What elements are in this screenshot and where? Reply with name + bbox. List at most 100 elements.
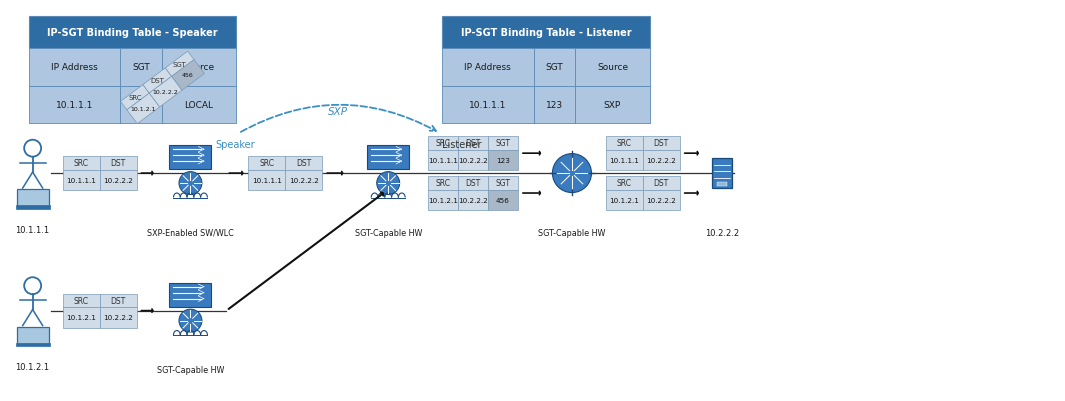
Text: SGT: SGT: [173, 62, 186, 67]
FancyBboxPatch shape: [488, 137, 518, 150]
Text: SGT: SGT: [132, 63, 150, 72]
FancyBboxPatch shape: [534, 86, 575, 124]
Text: Listener: Listener: [442, 140, 481, 150]
Text: 10.2.2.2: 10.2.2.2: [646, 158, 676, 164]
FancyBboxPatch shape: [606, 190, 643, 211]
FancyBboxPatch shape: [428, 150, 458, 171]
Text: DST: DST: [465, 139, 480, 148]
FancyBboxPatch shape: [458, 137, 488, 150]
FancyBboxPatch shape: [458, 150, 488, 171]
FancyBboxPatch shape: [17, 190, 49, 207]
FancyBboxPatch shape: [29, 86, 120, 124]
Text: SRC: SRC: [73, 296, 88, 305]
FancyBboxPatch shape: [442, 16, 650, 49]
Text: SXP-Enabled SW/WLC: SXP-Enabled SW/WLC: [147, 228, 234, 237]
Text: DST: DST: [296, 159, 311, 168]
FancyBboxPatch shape: [534, 49, 575, 86]
Circle shape: [377, 172, 399, 195]
Text: 10.2.2.2: 10.2.2.2: [103, 177, 133, 183]
FancyBboxPatch shape: [99, 170, 136, 190]
Text: 10.2.2.2: 10.2.2.2: [646, 197, 676, 203]
FancyBboxPatch shape: [63, 157, 99, 170]
FancyBboxPatch shape: [162, 49, 236, 86]
Text: 123: 123: [496, 158, 510, 164]
Text: 10.1.2.1: 10.1.2.1: [66, 315, 96, 320]
FancyBboxPatch shape: [248, 170, 285, 190]
Text: SXP: SXP: [328, 107, 348, 117]
FancyBboxPatch shape: [643, 177, 679, 190]
FancyBboxPatch shape: [29, 16, 236, 49]
FancyBboxPatch shape: [127, 94, 160, 124]
Text: SRC: SRC: [617, 139, 632, 148]
FancyBboxPatch shape: [458, 177, 488, 190]
Text: 10.1.1.1: 10.1.1.1: [55, 101, 93, 109]
Text: DST: DST: [111, 159, 126, 168]
Text: 10.1.1.1: 10.1.1.1: [609, 158, 639, 164]
FancyBboxPatch shape: [488, 190, 518, 211]
Text: 10.1.1.1: 10.1.1.1: [16, 225, 50, 234]
Text: 10.2.2.2: 10.2.2.2: [289, 177, 318, 183]
Text: 10.1.2.1: 10.1.2.1: [131, 107, 157, 111]
Text: 123: 123: [545, 101, 563, 109]
Text: DST: DST: [150, 78, 164, 84]
Text: 456: 456: [496, 197, 510, 203]
FancyBboxPatch shape: [149, 77, 182, 107]
FancyBboxPatch shape: [488, 177, 518, 190]
Text: DST: DST: [654, 179, 669, 188]
Text: 10.2.2.2: 10.2.2.2: [458, 158, 488, 164]
FancyBboxPatch shape: [643, 190, 679, 211]
Text: SGT-Capable HW: SGT-Capable HW: [157, 366, 224, 375]
Text: SRC: SRC: [436, 179, 450, 188]
FancyBboxPatch shape: [165, 52, 194, 77]
Text: SGT-Capable HW: SGT-Capable HW: [355, 228, 422, 237]
Text: 10.1.2.1: 10.1.2.1: [609, 197, 639, 203]
Text: 10.1.1.1: 10.1.1.1: [66, 177, 96, 183]
FancyBboxPatch shape: [120, 85, 149, 111]
Text: LOCAL: LOCAL: [184, 101, 213, 109]
FancyBboxPatch shape: [248, 157, 285, 170]
Text: DST: DST: [111, 296, 126, 305]
FancyBboxPatch shape: [643, 150, 679, 171]
Text: IP Address: IP Address: [51, 63, 98, 72]
FancyBboxPatch shape: [120, 86, 162, 124]
Text: SGT: SGT: [495, 139, 510, 148]
FancyBboxPatch shape: [442, 86, 534, 124]
Text: 10.1.1.1: 10.1.1.1: [252, 177, 282, 183]
FancyBboxPatch shape: [367, 146, 409, 170]
Text: SGT: SGT: [545, 63, 563, 72]
FancyBboxPatch shape: [63, 308, 99, 328]
FancyBboxPatch shape: [575, 49, 650, 86]
FancyBboxPatch shape: [162, 86, 236, 124]
FancyBboxPatch shape: [458, 190, 488, 211]
FancyBboxPatch shape: [29, 49, 120, 86]
Text: 10.1.1.1: 10.1.1.1: [469, 101, 507, 109]
FancyBboxPatch shape: [16, 342, 50, 346]
Circle shape: [553, 154, 591, 193]
FancyBboxPatch shape: [99, 294, 136, 308]
FancyBboxPatch shape: [488, 150, 518, 171]
Text: 10.2.2.2: 10.2.2.2: [152, 90, 179, 95]
FancyBboxPatch shape: [606, 150, 643, 171]
FancyBboxPatch shape: [428, 177, 458, 190]
Text: 10.2.2.2: 10.2.2.2: [103, 315, 133, 320]
FancyBboxPatch shape: [171, 61, 204, 91]
Text: SRC: SRC: [436, 139, 450, 148]
FancyBboxPatch shape: [16, 205, 50, 209]
FancyBboxPatch shape: [63, 170, 99, 190]
Circle shape: [179, 309, 202, 332]
FancyBboxPatch shape: [143, 69, 171, 94]
FancyBboxPatch shape: [169, 283, 212, 307]
Text: SRC: SRC: [260, 159, 275, 168]
FancyBboxPatch shape: [575, 86, 650, 124]
FancyBboxPatch shape: [63, 294, 99, 308]
FancyBboxPatch shape: [285, 170, 323, 190]
FancyBboxPatch shape: [606, 137, 643, 150]
Text: SGT: SGT: [495, 179, 510, 188]
Text: Source: Source: [183, 63, 214, 72]
Text: SRC: SRC: [128, 95, 142, 101]
FancyBboxPatch shape: [606, 177, 643, 190]
FancyBboxPatch shape: [717, 182, 726, 186]
Text: SXP: SXP: [604, 101, 621, 109]
Text: 456: 456: [182, 73, 194, 78]
FancyBboxPatch shape: [428, 137, 458, 150]
